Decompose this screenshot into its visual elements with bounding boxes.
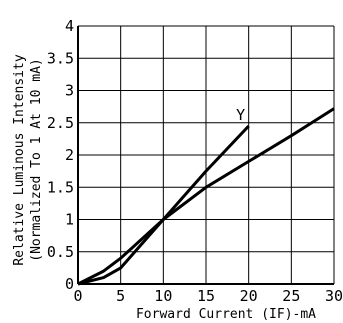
x-tick-label: 5: [116, 287, 125, 305]
series-labels: Y: [236, 106, 245, 124]
x-axis-label: Forward Current (IF)-mA: [136, 307, 316, 322]
x-tick-label: 20: [240, 287, 258, 305]
series-line-1: [77, 124, 250, 286]
y-tick-label: 2.5: [47, 114, 74, 132]
y-tick-label: 1.5: [47, 178, 74, 196]
y-axis-label-line-1: Relative Luminous Intensity: [12, 54, 27, 265]
x-tick-label: 30: [325, 287, 343, 305]
y-axis-label-line-2: (Normalized To 1 At 10 mA): [29, 58, 44, 262]
y-tick-label: 0: [65, 275, 74, 293]
y-tick-label: 0.5: [47, 243, 74, 261]
x-tick-label: 10: [154, 287, 172, 305]
y-tick-label: 3: [65, 82, 74, 100]
series-lines: [77, 107, 335, 286]
x-tick-label: 15: [197, 287, 215, 305]
grid: [77, 25, 335, 285]
series-line-2: [77, 107, 335, 286]
series-label-y: Y: [236, 106, 245, 124]
y-tick-label: 3.5: [47, 49, 74, 67]
x-tick-labels: 0 5 10 15 20 25 30: [73, 287, 343, 305]
y-tick-labels: 0 0.5 1 1.5 2 2.5 3 3.5 4: [47, 17, 74, 293]
y-tick-label: 1: [65, 211, 74, 229]
y-tick-label: 4: [65, 17, 74, 35]
y-tick-label: 2: [65, 146, 74, 164]
x-tick-label: 0: [73, 287, 82, 305]
x-tick-label: 25: [282, 287, 300, 305]
